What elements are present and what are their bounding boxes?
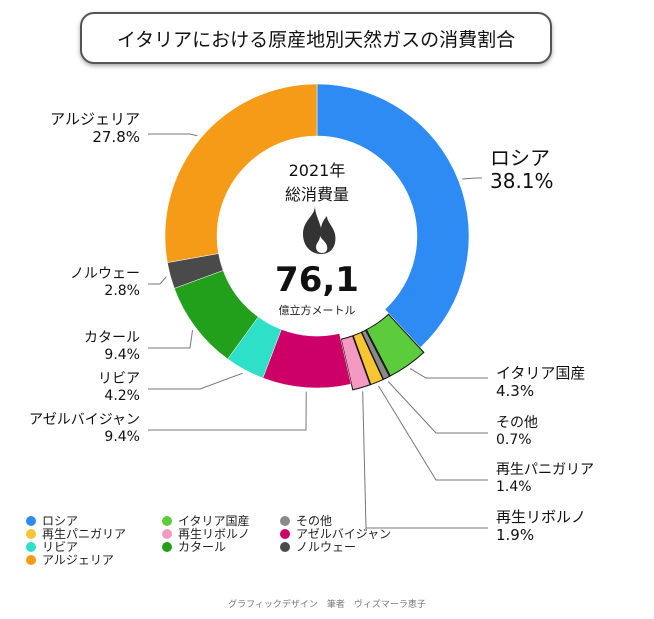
- legend-item: ノルウェー: [280, 538, 356, 555]
- legend-label: その他: [296, 514, 333, 528]
- legend-item: 再生リボルノ: [162, 525, 250, 542]
- legend-item: イタリア国産: [162, 512, 250, 529]
- legend-label: カタール: [178, 540, 227, 554]
- slice-value-label-2: 0.7%: [496, 432, 532, 448]
- footer-credit: グラフィックデザイン 筆者 ヴィズマーラ恵子: [228, 600, 426, 610]
- leader-line-3: [378, 385, 488, 481]
- slice-name-label-9: アルジェリア: [50, 110, 140, 128]
- legend-label: イタリア国産: [178, 514, 250, 528]
- leader-line-8: [148, 276, 167, 285]
- slice-labels: ロシア38.1%イタリア国産4.3%その他0.7%再生パニガリア1.4%再生リボ…: [29, 110, 594, 544]
- flame-icon: [303, 206, 336, 254]
- chart-title: イタリアにおける原産地別天然ガスの消費割合: [80, 12, 552, 64]
- legend-swatch: [280, 528, 290, 539]
- legend-swatch: [280, 541, 290, 552]
- leader-lines: [148, 133, 488, 529]
- legend-swatch: [162, 528, 172, 539]
- legend-swatch: [162, 515, 172, 526]
- legend-label: アルジェリア: [42, 553, 114, 567]
- slice-value-label-5: 9.4%: [104, 429, 140, 445]
- center-value: 76,1: [275, 260, 359, 300]
- legend-swatch: [280, 515, 290, 526]
- slice-value-label-3: 1.4%: [496, 479, 532, 495]
- legend-swatch: [162, 541, 172, 552]
- leader-line-4: [362, 391, 488, 529]
- legend-label: ノルウェー: [296, 540, 357, 554]
- legend-swatch: [26, 528, 36, 539]
- slice-3: [352, 331, 384, 386]
- legend-label: 再生リボルノ: [178, 527, 251, 541]
- legend: ロシア 再生パニガリア リビア アルジェリア イタリア国産 再生リボルノ カタール その他 アゼ…: [26, 512, 446, 572]
- slice-value-label-0: 38.1%: [490, 169, 554, 193]
- leader-line-2: [387, 381, 488, 434]
- slice-name-label-8: ノルウェー: [70, 266, 140, 282]
- slice-value-label-8: 2.8%: [104, 283, 140, 299]
- center-info: 2021年 総消費量 76,1 億立方メートル: [275, 161, 359, 317]
- legend-item: ロシア: [26, 512, 78, 529]
- slice-value-label-1: 4.3%: [496, 382, 534, 400]
- slice-name-label-4: 再生リボルノ: [496, 508, 586, 526]
- slice-name-label-2: その他: [496, 415, 538, 431]
- legend-swatch: [26, 515, 36, 526]
- donut-slices: [164, 83, 470, 391]
- slice-name-label-1: イタリア国産: [496, 364, 585, 382]
- legend-swatch: [26, 554, 36, 565]
- legend-item: アゼルバイジャン: [280, 525, 391, 542]
- center-label: 総消費量: [285, 185, 349, 204]
- slice-name-label-6: リビア: [98, 371, 140, 387]
- slice-4: [340, 335, 371, 391]
- center-year: 2021年: [289, 161, 346, 180]
- legend-item: カタール: [162, 538, 226, 555]
- legend-item: アルジェリア: [26, 551, 114, 568]
- center-unit: 億立方メートル: [279, 303, 356, 317]
- legend-label: リビア: [42, 540, 79, 554]
- legend-label: 再生パニガリア: [42, 527, 127, 541]
- slice-value-label-6: 4.2%: [104, 388, 140, 404]
- slice-1: [365, 313, 425, 377]
- slice-name-label-3: 再生パニガリア: [496, 462, 594, 478]
- leader-line-6: [148, 372, 243, 390]
- slice-value-label-7: 9.4%: [104, 347, 140, 363]
- legend-item: その他: [280, 512, 332, 529]
- slice-name-label-5: アゼルバイジャン: [29, 412, 140, 428]
- legend-item: 再生パニガリア: [26, 525, 126, 542]
- leader-line-7: [148, 329, 194, 349]
- slice-name-label-0: ロシア: [490, 146, 550, 170]
- legend-label: アゼルバイジャン: [296, 527, 392, 541]
- legend-label: ロシア: [42, 514, 79, 528]
- leader-line-9: [148, 133, 198, 137]
- leader-line-0: [462, 177, 482, 180]
- slice-value-label-9: 27.8%: [92, 128, 140, 146]
- slice-value-label-4: 1.9%: [496, 526, 534, 544]
- leader-line-1: [409, 368, 488, 379]
- legend-swatch: [26, 541, 36, 552]
- leader-line-5: [148, 391, 307, 431]
- slice-0: [316, 83, 470, 348]
- slice-name-label-7: カタール: [84, 330, 140, 346]
- legend-item: リビア: [26, 538, 78, 555]
- slice-9: [164, 83, 318, 263]
